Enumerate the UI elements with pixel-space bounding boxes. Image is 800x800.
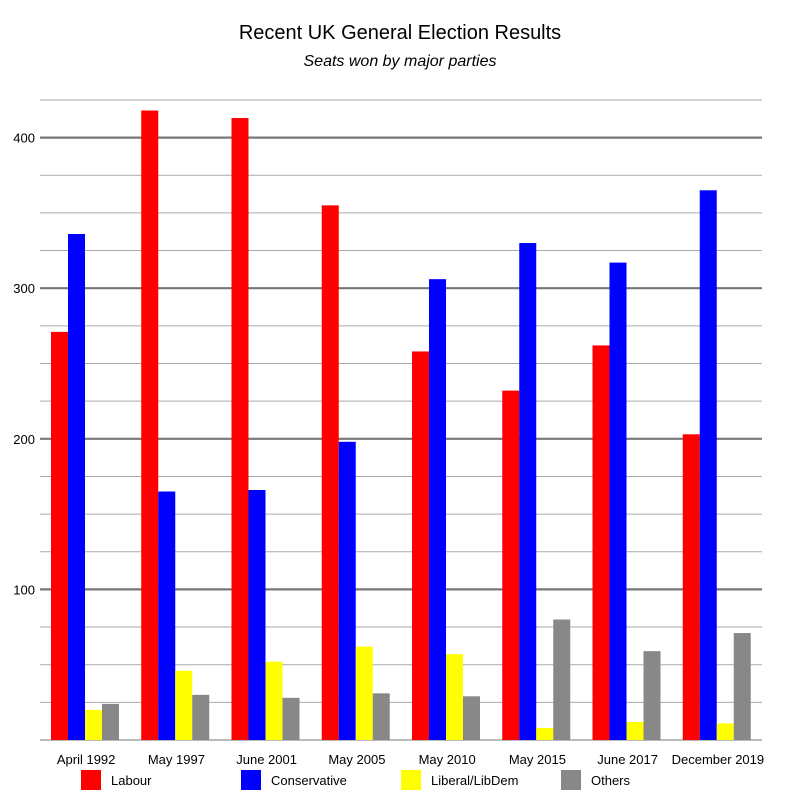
bar-labour-2 xyxy=(231,118,249,741)
y-tick-label: 200 xyxy=(13,432,35,447)
bar-labour-5 xyxy=(502,390,520,740)
bars xyxy=(51,110,751,741)
chart-subtitle: Seats won by major parties xyxy=(304,53,497,70)
bar-liberal-libdem-4 xyxy=(446,654,463,740)
legend-label: Conservative xyxy=(271,773,347,788)
bar-labour-7 xyxy=(682,434,700,740)
bar-others-4 xyxy=(463,696,480,740)
x-tick-label: June 2017 xyxy=(597,752,658,767)
legend-swatch xyxy=(241,770,261,790)
x-tick-label: May 2010 xyxy=(419,752,476,767)
legend-label: Labour xyxy=(111,773,152,788)
bar-conservative-1 xyxy=(158,491,176,740)
bar-others-5 xyxy=(553,619,571,740)
y-tick-label: 300 xyxy=(13,281,35,296)
legend-swatch xyxy=(401,770,421,790)
bar-others-1 xyxy=(192,694,210,740)
bar-conservative-6 xyxy=(609,262,627,740)
bar-others-0 xyxy=(102,703,119,740)
bar-conservative-3 xyxy=(338,441,356,740)
bar-labour-4 xyxy=(412,351,429,740)
bar-labour-6 xyxy=(592,345,610,740)
y-tick-label: 400 xyxy=(13,131,35,146)
bar-labour-0 xyxy=(51,331,68,740)
bar-liberal-libdem-2 xyxy=(265,661,283,740)
x-tick-label: May 1997 xyxy=(148,752,205,767)
bar-liberal-libdem-5 xyxy=(536,727,554,740)
legend-swatch xyxy=(81,770,101,790)
y-axis: 100 200 300 400 xyxy=(13,131,35,598)
bar-liberal-libdem-0 xyxy=(85,709,102,740)
legend-label: Liberal/LibDem xyxy=(431,773,518,788)
legend-label: Others xyxy=(591,773,631,788)
bar-conservative-5 xyxy=(519,243,537,740)
bar-others-7 xyxy=(733,633,751,740)
chart-title: Recent UK General Election Results xyxy=(239,22,561,44)
bar-conservative-2 xyxy=(248,490,266,740)
legend: Labour Conservative Liberal/LibDem Others xyxy=(81,770,631,790)
x-tick-label: May 2015 xyxy=(509,752,566,767)
x-tick-label: December 2019 xyxy=(672,752,765,767)
bar-conservative-4 xyxy=(429,279,446,740)
legend-swatch xyxy=(561,770,581,790)
bar-liberal-libdem-3 xyxy=(355,646,373,740)
y-tick-label: 100 xyxy=(13,582,35,597)
bar-others-6 xyxy=(643,651,661,740)
bar-others-3 xyxy=(372,693,390,740)
bar-liberal-libdem-7 xyxy=(716,723,734,740)
bar-labour-3 xyxy=(321,205,339,740)
bar-conservative-7 xyxy=(699,190,717,740)
bar-liberal-libdem-6 xyxy=(626,721,644,740)
bar-liberal-libdem-1 xyxy=(175,670,193,740)
x-tick-label: May 2005 xyxy=(328,752,385,767)
x-axis: April 1992 May 1997 June 2001 May 2005 May 2… xyxy=(57,752,764,767)
bar-others-2 xyxy=(282,697,300,740)
bar-labour-1 xyxy=(141,110,159,740)
x-tick-label: June 2001 xyxy=(236,752,297,767)
bar-conservative-0 xyxy=(68,233,85,740)
x-tick-label: April 1992 xyxy=(57,752,116,767)
